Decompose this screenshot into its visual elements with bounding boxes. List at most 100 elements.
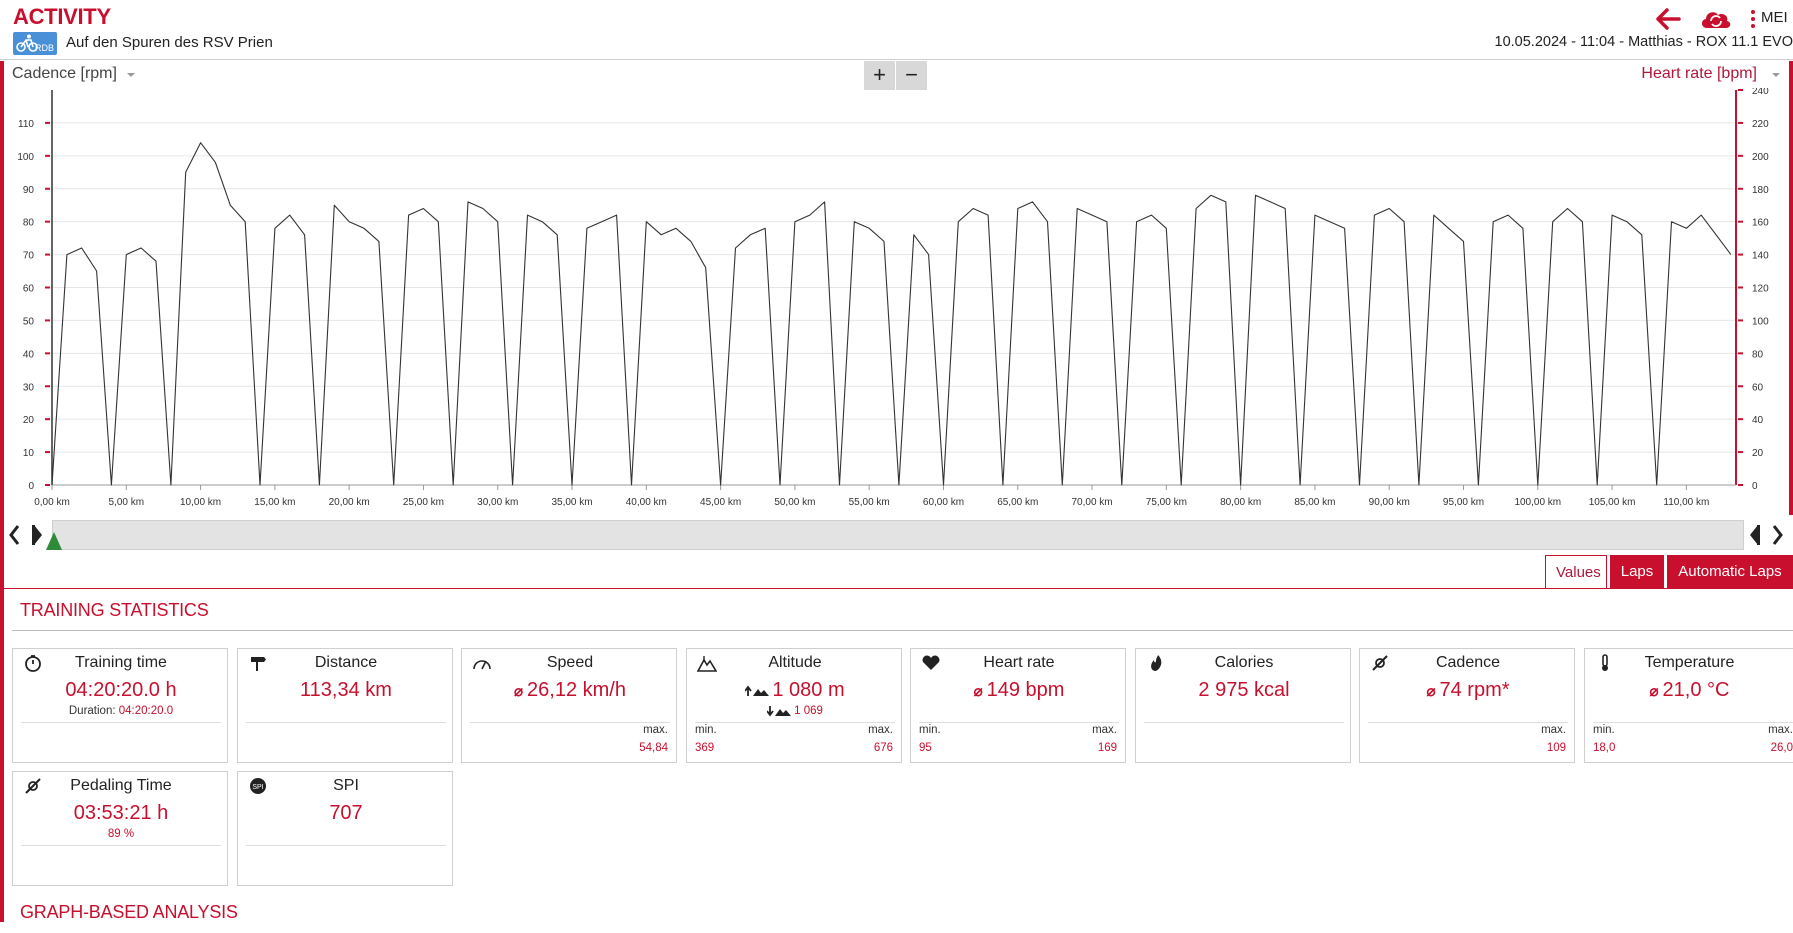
y-tick-label: 40 bbox=[23, 349, 35, 360]
y2-tick-label: 20 bbox=[1752, 448, 1764, 459]
y-tick-label: 50 bbox=[23, 316, 35, 327]
left-accent-bar bbox=[0, 61, 4, 922]
x-tick-label: 30,00 km bbox=[477, 497, 518, 508]
card-title: Temperature bbox=[1644, 654, 1735, 671]
card-rule bbox=[21, 722, 221, 723]
max-value: 676 bbox=[873, 742, 893, 754]
y2-tick-label: 100 bbox=[1752, 316, 1769, 327]
average-icon: ⌀ bbox=[973, 683, 983, 700]
card-temperature: Temperature ⌀ 21,0 °C min. 18,0 max. 26,0 bbox=[1584, 648, 1793, 763]
x-tick-label: 105,00 km bbox=[1589, 497, 1636, 508]
card-value: 03:53:21 h bbox=[73, 802, 169, 824]
cadence-chart[interactable]: 0 10 20 30 40 50 60 70 80 90 100 110 0 20 40 60 80 100 120… bbox=[0, 88, 1793, 518]
y2-tick-label: 220 bbox=[1752, 119, 1769, 130]
right-axis-selector[interactable]: Heart rate [bpm] bbox=[1641, 65, 1757, 82]
range-scrubber[interactable] bbox=[6, 520, 1786, 550]
card-title: Pedaling Time bbox=[70, 777, 172, 794]
y2-tick-label: 240 bbox=[1752, 88, 1769, 97]
back-arrow-icon[interactable] bbox=[1653, 6, 1683, 32]
header: ACTIVITY RDB Auf den Spuren des RSV Prie… bbox=[0, 0, 1793, 60]
heart-rate-value: 149 bpm bbox=[986, 679, 1065, 701]
pedaling-percent: 89 % bbox=[107, 828, 135, 840]
y2-tick-label: 0 bbox=[1752, 481, 1758, 492]
y2-tick-label: 160 bbox=[1752, 218, 1769, 229]
card-rule bbox=[1593, 722, 1793, 723]
card-training-time: Training time 04:20:20.0 h Duration: 04:… bbox=[12, 648, 228, 763]
y2-tick-label: 200 bbox=[1752, 152, 1769, 163]
card-title: Heart rate bbox=[983, 654, 1055, 671]
y-tick-label: 80 bbox=[23, 218, 35, 229]
flame-icon bbox=[1151, 655, 1162, 671]
card-title: Calories bbox=[1214, 654, 1274, 671]
heart-icon bbox=[922, 655, 940, 670]
card-value: ⌀ 21,0 °C bbox=[1585, 679, 1793, 702]
x-tick-label: 90,00 km bbox=[1369, 497, 1410, 508]
bike-icon bbox=[16, 34, 38, 52]
x-tick-label: 65,00 km bbox=[997, 497, 1038, 508]
y-tick-label: 30 bbox=[23, 382, 35, 393]
cloud-sync-icon[interactable] bbox=[1699, 6, 1733, 32]
y-tick-label: 20 bbox=[23, 415, 35, 426]
average-icon: ⌀ bbox=[514, 683, 524, 700]
min-value: 95 bbox=[919, 742, 932, 754]
scrub-right-nav-icon[interactable] bbox=[1746, 523, 1786, 547]
x-tick-label: 25,00 km bbox=[403, 497, 444, 508]
graph-analysis-title: GRAPH-BASED ANALYSIS bbox=[20, 902, 238, 922]
scrub-left-nav-icon[interactable] bbox=[6, 523, 46, 547]
max-label: max. bbox=[1541, 724, 1566, 736]
zoom-out-button[interactable]: − bbox=[896, 61, 927, 90]
x-tick-label: 5,00 km bbox=[109, 497, 145, 508]
activity-name[interactable]: Auf den Spuren des RSV Prien bbox=[66, 34, 273, 51]
chevron-down-icon[interactable] bbox=[1772, 73, 1780, 77]
card-heart-rate: Heart rate ⌀ 149 bpm min. 95 max. 169 bbox=[910, 648, 1126, 763]
chevron-down-icon[interactable] bbox=[127, 73, 135, 77]
card-title: SPI bbox=[333, 777, 359, 794]
card-rule bbox=[919, 722, 1119, 723]
menu-label[interactable]: MEI bbox=[1761, 9, 1788, 26]
spi-badge-icon: SPI bbox=[250, 778, 266, 794]
y2-tick-label: 120 bbox=[1752, 284, 1769, 295]
max-value: 109 bbox=[1546, 742, 1566, 754]
card-rule bbox=[1144, 722, 1344, 723]
card-value: ⌀ 26,12 km/h bbox=[462, 679, 678, 702]
y2-tick-label: 140 bbox=[1752, 251, 1769, 262]
ascent-icon bbox=[745, 685, 770, 696]
zoom-in-button[interactable]: + bbox=[864, 61, 895, 90]
duration-value: 04:20:20.0 bbox=[118, 705, 174, 717]
max-value: 26,0 bbox=[1770, 742, 1793, 754]
min-label: min. bbox=[1593, 724, 1615, 736]
tab-values[interactable]: Values bbox=[1545, 555, 1607, 589]
max-label: max. bbox=[868, 724, 893, 736]
tab-bar: Values Laps Automatic Laps bbox=[1545, 555, 1793, 589]
card-rule bbox=[695, 722, 895, 723]
x-tick-label: 50,00 km bbox=[774, 497, 815, 508]
max-value: 54,84 bbox=[639, 742, 668, 754]
max-label: max. bbox=[1768, 724, 1793, 736]
tab-automatic-laps[interactable]: Automatic Laps bbox=[1667, 555, 1793, 589]
x-tick-label: 35,00 km bbox=[551, 497, 592, 508]
tab-laps[interactable]: Laps bbox=[1610, 555, 1664, 589]
page-title: ACTIVITY bbox=[13, 4, 111, 29]
card-value: 1 080 m bbox=[687, 679, 903, 702]
logo-text: RDB bbox=[34, 43, 54, 53]
more-menu-icon[interactable] bbox=[1749, 8, 1757, 30]
y-tick-label: 90 bbox=[23, 185, 35, 196]
temperature-value: 21,0 °C bbox=[1662, 679, 1730, 701]
scrub-track[interactable] bbox=[52, 520, 1744, 550]
scrub-handle-icon[interactable] bbox=[44, 530, 64, 552]
y-tick-label: 0 bbox=[28, 481, 34, 492]
x-tick-label: 80,00 km bbox=[1220, 497, 1261, 508]
card-pedaling-time: Pedaling Time 03:53:21 h 89 % bbox=[12, 771, 228, 886]
y2-tick-label: 60 bbox=[1752, 382, 1764, 393]
header-actions: MEI bbox=[1653, 6, 1793, 32]
card-rule bbox=[1368, 722, 1568, 723]
card-rule bbox=[21, 845, 221, 846]
card-calories: Calories 2 975 kcal bbox=[1135, 648, 1351, 763]
card-title: Cadence bbox=[1435, 654, 1501, 671]
card-distance: Distance 113,34 km bbox=[237, 648, 453, 763]
y2-tick-label: 80 bbox=[1752, 349, 1764, 360]
speedometer-icon bbox=[473, 660, 491, 670]
x-tick-label: 10,00 km bbox=[180, 497, 221, 508]
min-value: 18,0 bbox=[1593, 742, 1616, 754]
left-axis-selector[interactable]: Cadence [rpm] bbox=[12, 65, 117, 82]
